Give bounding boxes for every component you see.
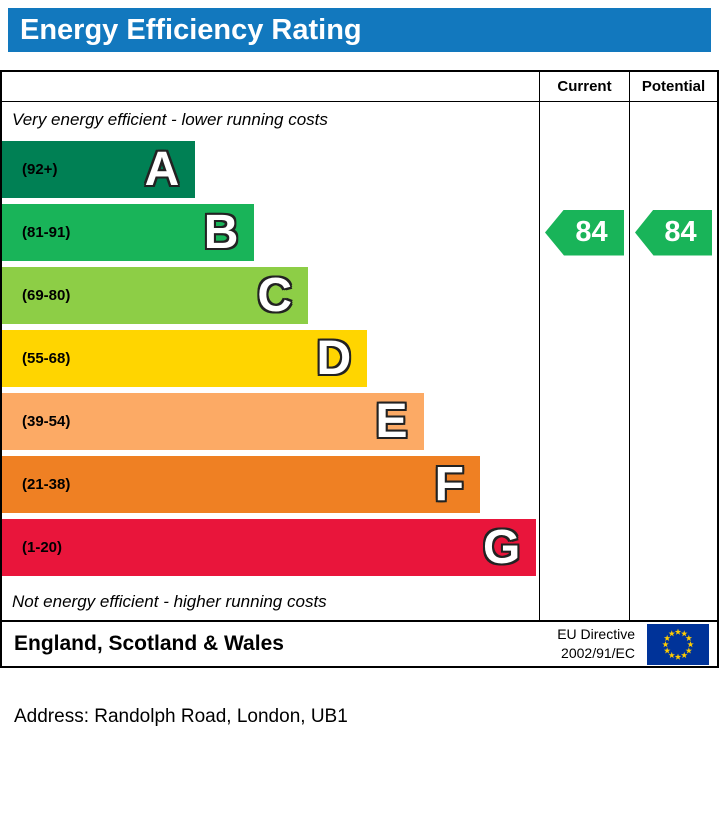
- band-bar-f: (21-38) F: [2, 456, 480, 513]
- band-range-label: (21-38): [22, 476, 71, 493]
- band-bar-a: (92+) A: [2, 141, 196, 198]
- band-range-label: (39-54): [22, 413, 71, 430]
- potential-column: Potential 84: [629, 72, 717, 620]
- band-letter: B: [203, 205, 239, 259]
- band-letter: E: [375, 394, 408, 448]
- region-label: England, Scotland & Wales: [14, 632, 284, 655]
- band-range-label: (92+): [22, 161, 58, 178]
- current-rating-pointer: 84: [545, 209, 624, 256]
- potential-rating-area: 84: [630, 102, 717, 620]
- band-letter: G: [482, 520, 521, 574]
- eu-flag-icon: [647, 623, 709, 665]
- band-row-g: (1-20) G: [2, 516, 539, 579]
- eu-directive-line2: 2002/91/EC: [561, 645, 635, 661]
- band-letter: C: [257, 268, 293, 322]
- band-row-e: (39-54) E: [2, 390, 539, 453]
- bottom-note: Not energy efficient - higher running co…: [12, 592, 327, 611]
- current-column: Current 84: [539, 72, 629, 620]
- band-row-f: (21-38) F: [2, 453, 539, 516]
- band-letter: F: [434, 457, 464, 511]
- current-rating-value: 84: [575, 216, 608, 248]
- band-row-b: (81-91) B: [2, 201, 539, 264]
- band-bar-e: (39-54) E: [2, 393, 424, 450]
- bands-column-header-spacer: [2, 72, 539, 102]
- potential-column-header: Potential: [630, 72, 717, 102]
- band-bar-g: (1-20) G: [2, 519, 537, 576]
- band-range-label: (69-80): [22, 287, 71, 304]
- band-range-label: (55-68): [22, 350, 71, 367]
- band-range-label: (1-20): [22, 539, 63, 556]
- band-letter: D: [316, 331, 352, 385]
- band-range-label: (81-91): [22, 224, 71, 241]
- title-bar: Energy Efficiency Rating: [8, 8, 711, 52]
- band-row-d: (55-68) D: [2, 327, 539, 390]
- epc-chart: Very energy efficient - lower running co…: [0, 70, 719, 622]
- eu-directive-line1: EU Directive: [557, 626, 635, 643]
- potential-rating-pointer: 84: [635, 209, 712, 256]
- current-rating-area: 84: [540, 102, 629, 620]
- band-row-a: (92+) A: [2, 138, 539, 201]
- top-note: Very energy efficient - lower running co…: [12, 110, 328, 129]
- band-bar-d: (55-68) D: [2, 330, 368, 387]
- eu-directive-label: EU Directive 2002/91/EC: [557, 625, 635, 663]
- footer-bar: England, Scotland & Wales EU Directive 2…: [0, 622, 719, 668]
- bands-column: Very energy efficient - lower running co…: [2, 72, 539, 620]
- band-bar-c: (69-80) C: [2, 267, 309, 324]
- potential-rating-value: 84: [664, 216, 697, 248]
- current-column-header: Current: [540, 72, 629, 102]
- page-title: Energy Efficiency Rating: [20, 13, 362, 46]
- address-text: Address: Randolph Road, London, UB1: [14, 706, 348, 727]
- band-letter: A: [144, 142, 180, 196]
- band-bar-b: (81-91) B: [2, 204, 255, 261]
- band-row-c: (69-80) C: [2, 264, 539, 327]
